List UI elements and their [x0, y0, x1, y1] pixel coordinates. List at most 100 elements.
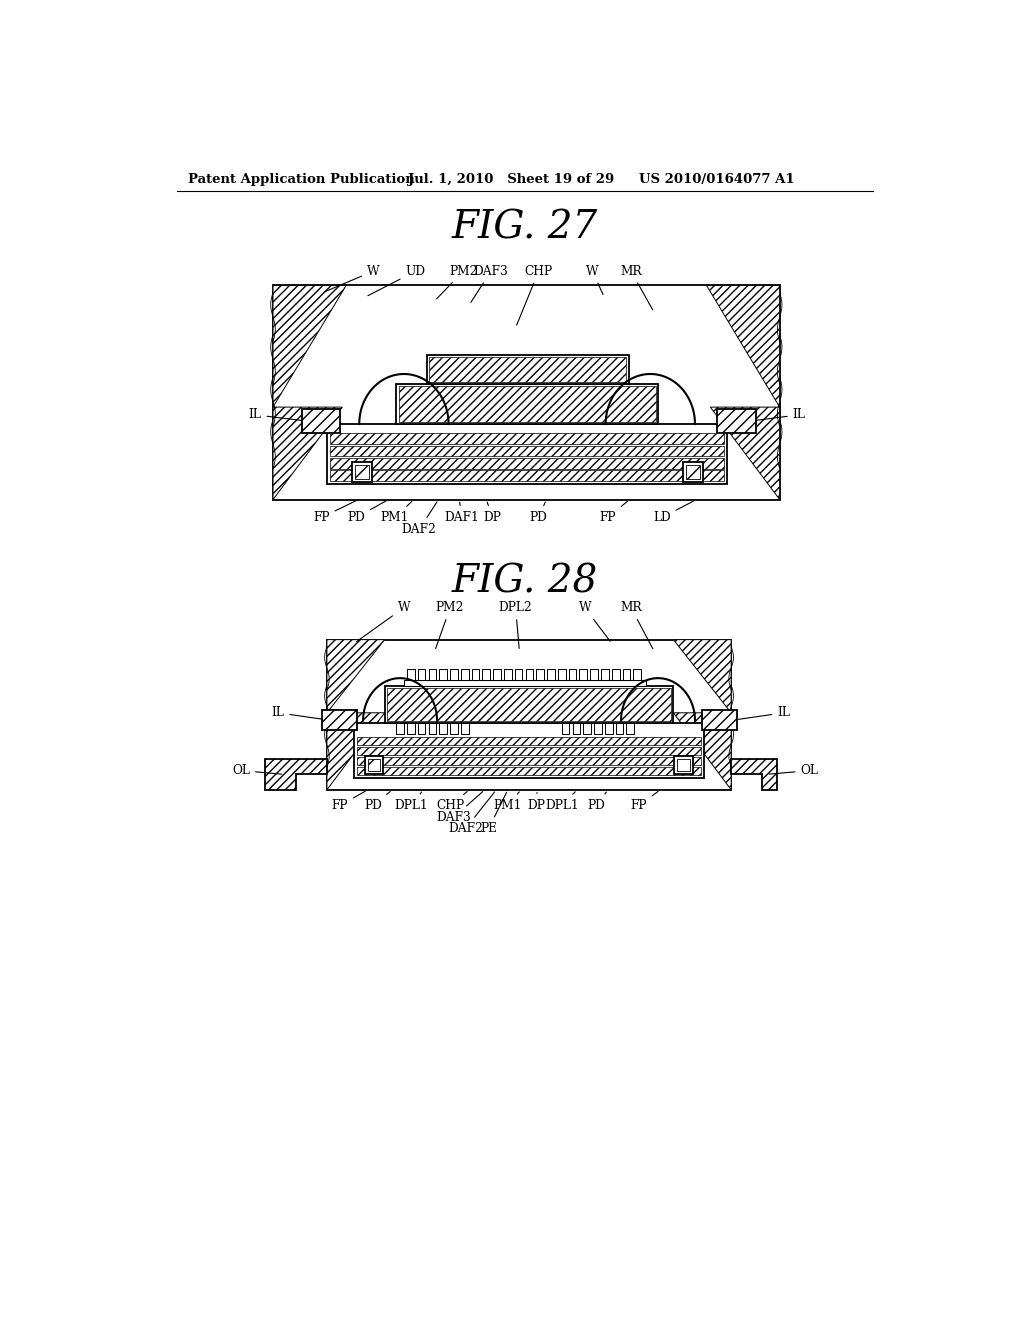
Bar: [615, 723, 624, 734]
Bar: [623, 669, 631, 680]
Bar: [355, 465, 370, 479]
Text: MR: MR: [621, 265, 653, 310]
Text: IL: IL: [738, 706, 791, 719]
Text: MR: MR: [621, 601, 653, 648]
Text: IL: IL: [271, 706, 324, 719]
Text: DP: DP: [483, 502, 502, 524]
Text: PD: PD: [365, 792, 390, 812]
Bar: [451, 669, 458, 680]
Bar: [418, 723, 425, 734]
Bar: [605, 723, 612, 734]
Bar: [562, 723, 569, 734]
Polygon shape: [707, 285, 779, 407]
Bar: [674, 756, 692, 775]
Text: DAF3: DAF3: [436, 792, 482, 824]
Bar: [429, 358, 627, 381]
Text: DP: DP: [527, 792, 546, 812]
Bar: [439, 669, 447, 680]
Bar: [547, 669, 555, 680]
Bar: [357, 737, 701, 744]
Bar: [387, 688, 671, 721]
Bar: [322, 710, 357, 730]
Text: PD: PD: [588, 792, 606, 812]
Text: DAF2: DAF2: [449, 792, 495, 836]
Text: CHP: CHP: [517, 265, 553, 325]
Bar: [368, 759, 380, 771]
Bar: [439, 723, 447, 734]
Bar: [330, 433, 724, 444]
Bar: [515, 669, 522, 680]
Bar: [354, 723, 705, 779]
Text: PD: PD: [347, 500, 386, 524]
Bar: [398, 387, 655, 422]
Bar: [403, 680, 646, 686]
Polygon shape: [731, 759, 777, 789]
Bar: [686, 465, 699, 479]
Polygon shape: [273, 407, 342, 499]
Text: W: W: [356, 601, 411, 642]
Bar: [365, 756, 383, 775]
Polygon shape: [265, 759, 327, 789]
Text: CHP: CHP: [436, 792, 467, 812]
Bar: [590, 669, 598, 680]
Text: PM1: PM1: [381, 502, 412, 524]
Bar: [504, 669, 512, 680]
Text: Jul. 1, 2010   Sheet 19 of 29: Jul. 1, 2010 Sheet 19 of 29: [408, 173, 614, 186]
Text: DAF3: DAF3: [471, 265, 508, 302]
Text: W: W: [324, 265, 380, 292]
Bar: [330, 458, 724, 469]
Text: US 2010/0164077 A1: US 2010/0164077 A1: [639, 173, 795, 186]
Text: FP: FP: [631, 792, 658, 812]
Bar: [461, 669, 469, 680]
Text: DAF1: DAF1: [444, 503, 479, 524]
Polygon shape: [674, 713, 731, 789]
Text: LD: LD: [653, 500, 694, 524]
Bar: [330, 446, 724, 457]
Text: IL: IL: [249, 408, 303, 421]
Polygon shape: [273, 285, 779, 499]
Bar: [634, 669, 641, 680]
Bar: [429, 723, 436, 734]
Polygon shape: [711, 407, 779, 499]
Text: DPL1: DPL1: [395, 792, 428, 812]
Bar: [677, 759, 689, 771]
Bar: [572, 723, 581, 734]
Bar: [301, 409, 340, 433]
Bar: [701, 710, 737, 730]
Text: W: W: [579, 601, 610, 642]
Bar: [683, 462, 702, 482]
Text: FIG. 28: FIG. 28: [452, 564, 598, 601]
Bar: [568, 669, 577, 680]
Text: OL: OL: [769, 764, 818, 777]
Text: DPL2: DPL2: [499, 601, 532, 648]
Polygon shape: [327, 640, 731, 789]
Bar: [427, 355, 629, 384]
Bar: [472, 669, 479, 680]
Bar: [558, 669, 565, 680]
Bar: [396, 384, 658, 424]
Text: OL: OL: [232, 764, 282, 777]
Bar: [429, 669, 436, 680]
Text: FP: FP: [313, 500, 356, 524]
Bar: [611, 669, 620, 680]
Bar: [385, 686, 674, 723]
Text: W: W: [587, 265, 603, 294]
Bar: [451, 723, 458, 734]
Bar: [357, 756, 701, 766]
Bar: [584, 723, 591, 734]
Text: PM2: PM2: [436, 265, 477, 298]
Bar: [525, 669, 534, 680]
Bar: [327, 424, 727, 484]
Text: FP: FP: [600, 502, 628, 524]
Polygon shape: [674, 640, 731, 713]
Bar: [418, 669, 425, 680]
Text: FIG. 27: FIG. 27: [452, 209, 598, 247]
Text: FP: FP: [332, 791, 366, 812]
Polygon shape: [327, 713, 385, 789]
Text: DPL1: DPL1: [545, 792, 579, 812]
Bar: [396, 723, 403, 734]
Text: UD: UD: [368, 265, 426, 296]
Text: PE: PE: [480, 792, 507, 836]
Polygon shape: [327, 640, 385, 713]
Text: PM1: PM1: [494, 792, 522, 812]
